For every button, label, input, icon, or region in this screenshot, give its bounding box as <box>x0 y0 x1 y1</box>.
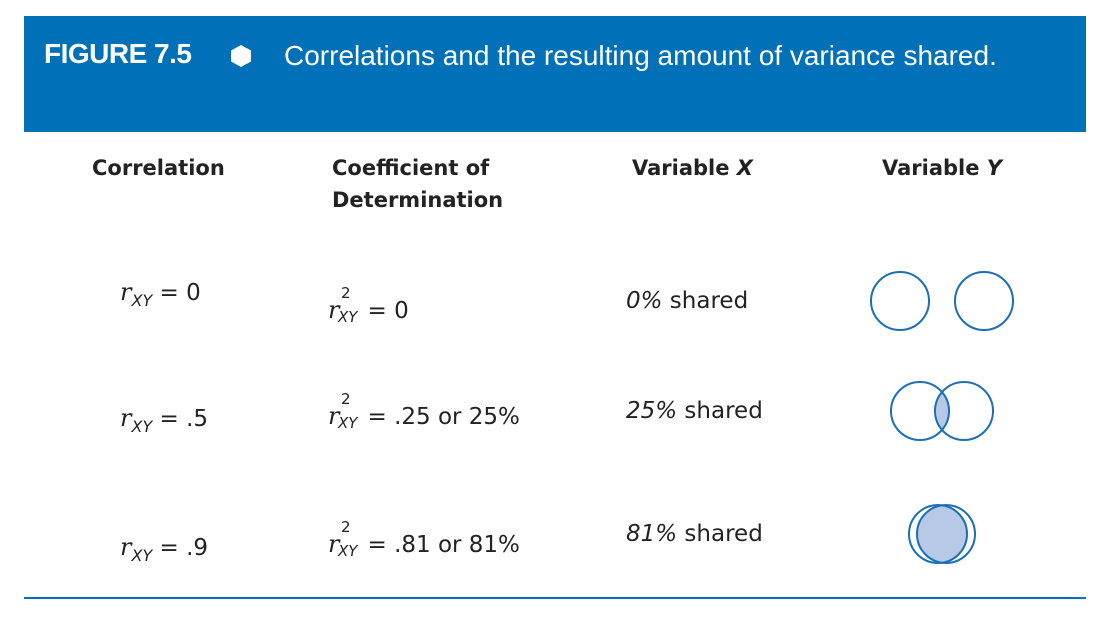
venn-partial-overlap <box>890 381 994 441</box>
header-coefficient: Coefficient of Determination <box>332 156 504 212</box>
correlation-cell: rXY = .9 <box>120 533 209 565</box>
shared-percent-cell: 0% shared <box>626 288 749 314</box>
coefficient-cell: r 2 XY = .25 or 25% <box>328 390 520 432</box>
correlation-cell: rXY = 0 <box>120 278 201 310</box>
shared-percent-cell: 81% shared <box>626 521 763 547</box>
header-variable-y: Variable Y <box>882 156 1003 180</box>
coefficient-cell: r 2 XY = 0 <box>328 284 409 326</box>
venn-no-overlap <box>870 271 1014 331</box>
circle-y <box>934 381 994 441</box>
correlation-cell: rXY = .5 <box>120 404 209 436</box>
shared-region <box>917 505 967 563</box>
circle-y <box>954 271 1014 331</box>
circle-y <box>916 504 976 564</box>
figure-label: FIGURE 7.5 <box>44 38 192 69</box>
circle-x <box>908 504 968 564</box>
coefficient-cell: r 2 XY = .81 or 81% <box>328 518 520 560</box>
figure-banner: FIGURE 7.5 Correlations and the resultin… <box>24 16 1086 132</box>
header-variable-x: Variable X <box>632 156 753 180</box>
circle-x <box>870 271 930 331</box>
bottom-rule <box>24 597 1086 599</box>
hexagon-bullet-icon <box>231 45 251 67</box>
shared-percent-cell: 25% shared <box>626 398 763 424</box>
figure-caption: Correlations and the resulting amount of… <box>284 40 997 71</box>
circle-x <box>890 381 950 441</box>
header-correlation: Correlation <box>92 156 225 180</box>
venn-large-overlap <box>908 504 976 564</box>
